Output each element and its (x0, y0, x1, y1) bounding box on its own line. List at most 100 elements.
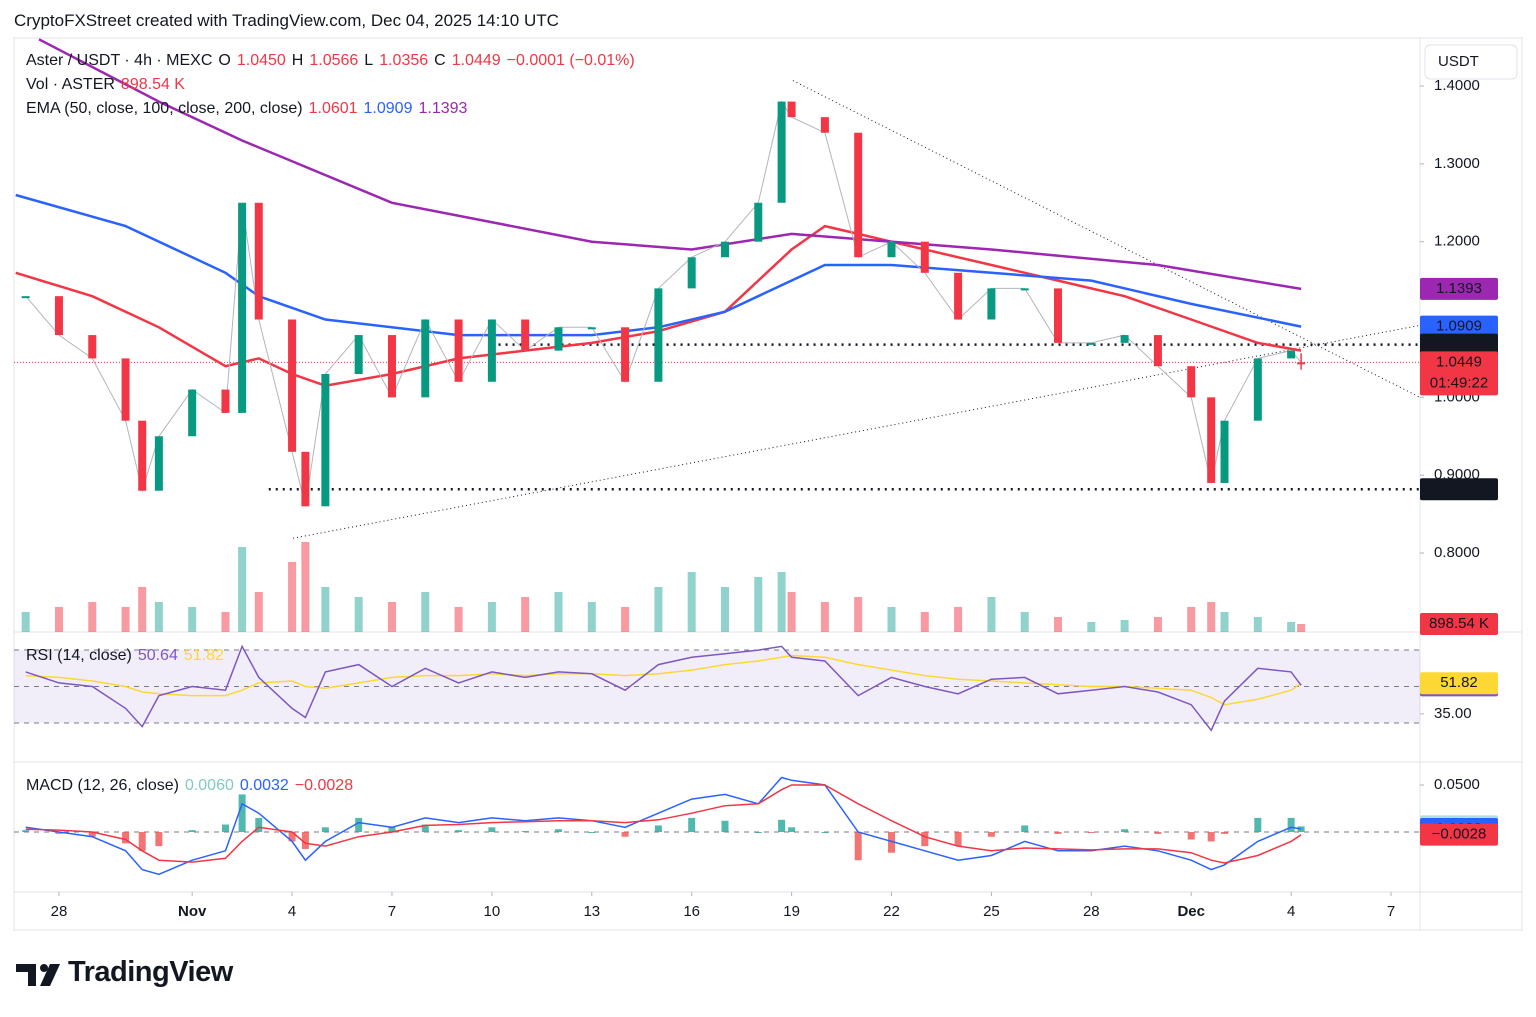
candle-body (1020, 288, 1029, 291)
histogram-bar (987, 832, 995, 837)
candle-body (54, 296, 63, 336)
volume-bar (887, 606, 896, 632)
histogram-bar (1087, 832, 1095, 834)
volume-bar (121, 606, 130, 632)
candle-body (254, 202, 263, 320)
x-tick-label: Nov (178, 903, 207, 920)
trendline (792, 80, 1421, 398)
price-marker-label: 0.8819 (1436, 480, 1482, 497)
y-tick-label: 0.8000 (1434, 544, 1480, 561)
candle-body (1120, 335, 1129, 343)
candle-body (138, 420, 147, 491)
legend: Vol · ASTER 898.54 K (26, 74, 191, 96)
volume-bar (321, 586, 330, 632)
histogram-bar (138, 832, 146, 851)
histogram-value: 0.0060 (184, 777, 234, 794)
candle-body (554, 327, 563, 351)
candle-body (221, 389, 230, 413)
histogram-bar (1207, 832, 1215, 842)
x-tick-label: 28 (51, 903, 68, 920)
volume-bar (487, 601, 496, 632)
candle-body (1187, 366, 1196, 398)
candle-body (121, 358, 130, 421)
volume-bar (1220, 611, 1229, 632)
candle-body (987, 288, 996, 320)
histogram-bar (221, 824, 229, 833)
volume-bar (621, 606, 630, 632)
histogram-bar (188, 830, 196, 833)
candle-body (687, 257, 696, 289)
ema-line (38, 38, 1302, 291)
candle-body (354, 335, 363, 374)
candle-body (1207, 397, 1216, 483)
price-marker (1420, 823, 1498, 846)
macd-line (25, 784, 1302, 864)
volume-bar (820, 601, 829, 632)
price-marker (1420, 478, 1498, 501)
volume-bar (188, 606, 197, 632)
candle-body (587, 327, 596, 330)
histogram-bar (754, 832, 762, 834)
ohlc-name: O (218, 52, 231, 69)
volume-value: 898.54 K (120, 76, 185, 93)
histogram-bar (1297, 826, 1305, 833)
change: −0.0001 (−0.01%) (506, 52, 635, 69)
volume-title: Vol · ASTER (26, 76, 115, 93)
candle-body (787, 101, 796, 118)
volume-bar (454, 606, 463, 632)
histogram-bar (1221, 832, 1229, 834)
volume-bar (387, 601, 396, 632)
legend: EMA (50, close, 100, close, 200, close) 1… (26, 98, 473, 120)
histogram-bar (1187, 832, 1195, 840)
countdown: 01:49:22 (1430, 374, 1488, 391)
volume-bar (1207, 601, 1216, 632)
ohlc-value: 1.0450 (236, 52, 286, 69)
price-marker-label: 1.1393 (1436, 280, 1482, 297)
volume-bar (1297, 623, 1306, 632)
candle-body (1153, 335, 1162, 367)
histogram-bar (22, 830, 30, 833)
candle-body (1054, 288, 1063, 343)
candle-body (720, 241, 729, 258)
legend-title: Aster / USDT · 4h · MEXC (26, 52, 213, 69)
y-tick-label: 1.3000 (1434, 155, 1480, 172)
volume-bar (587, 601, 596, 632)
histogram-bar (654, 825, 662, 833)
x-tick-label: 13 (583, 903, 600, 920)
histogram-bar (1021, 825, 1029, 833)
y-tick-label: 0.0500 (1434, 776, 1480, 793)
price-marker-label: 1.0678 (1436, 336, 1482, 353)
price-marker-label: 51.82 (1440, 674, 1478, 691)
ohlc-value: 1.0566 (309, 52, 359, 69)
candle-body (777, 101, 786, 203)
ohlc-name: H (291, 52, 304, 69)
candle-body (621, 327, 630, 382)
indicator-line (25, 644, 1302, 732)
histogram-bar (721, 820, 729, 833)
volume-bar (1153, 616, 1162, 632)
volume-bar (1187, 606, 1196, 632)
x-tick-label: 7 (388, 903, 396, 920)
histogram-bar (554, 829, 562, 833)
x-tick-label: 16 (683, 903, 700, 920)
x-tick-label: 4 (288, 903, 296, 920)
candle-body (387, 335, 396, 398)
histogram-bar (621, 832, 629, 837)
y-tick-label: 35.00 (1434, 705, 1472, 722)
volume-bar (777, 571, 786, 632)
candle-body (887, 241, 896, 258)
volume-bar (421, 591, 430, 632)
histogram-bar (1154, 832, 1162, 834)
histogram-bar (521, 831, 529, 833)
volume-bar (254, 591, 263, 632)
price-marker (1420, 351, 1498, 396)
price-marker-label: −0.0028 (1432, 826, 1487, 843)
candle-body (854, 132, 863, 258)
x-tick-label: 4 (1287, 903, 1295, 920)
currency-button[interactable] (1424, 44, 1518, 80)
candle-body (421, 319, 430, 398)
candle-body (1087, 342, 1096, 345)
histogram-bar (488, 827, 496, 833)
volume-bar (288, 561, 297, 632)
